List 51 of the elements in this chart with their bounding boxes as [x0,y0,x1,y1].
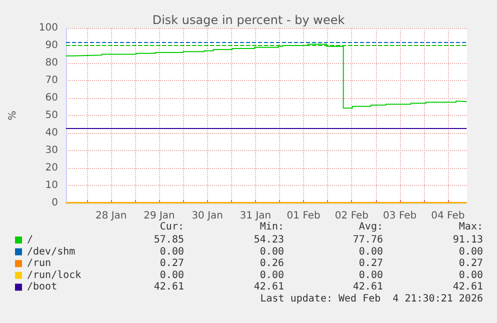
text: 42.61 [452,282,483,293]
text: 42.61 [352,282,383,293]
text: 91.13 [452,234,483,246]
y-tick-label: 60 [45,92,58,104]
x-tick-label: 02 Feb [334,210,369,222]
text: 57.85 [154,234,184,246]
x-tick-label: 03 Feb [383,210,417,222]
text: Last update: Wed Feb 4 21:30:21 2026 [260,294,483,304]
text: 54.23 [254,234,284,246]
text: Min: [260,222,284,232]
legend-label: /boot [27,282,58,293]
x-tick-label: 31 Jan [240,210,272,222]
y-tick-label: 50 [45,110,58,121]
text: 0.26 [260,258,284,270]
x-tick-label: 01 Feb [286,210,320,222]
y-axis-title: % [8,110,18,120]
x-tick-label: 29 Jan [144,210,175,222]
text: Cur: [160,222,184,232]
text: 0.00 [358,270,383,281]
text: 0.00 [458,270,483,281]
y-tick-label: 80 [45,58,58,68]
text: 0.00 [160,270,184,281]
y-tick-label: 30 [45,145,58,156]
chart-title: Disk usage in percent - by week [152,13,345,27]
text: 0.00 [160,246,184,258]
text: 42.61 [154,282,184,293]
text: 0.00 [260,246,284,258]
legend-label: /dev/shm [27,246,76,258]
text: 0.00 [358,246,383,258]
legend-label: / [27,234,34,246]
x-tick-label: 30 Jan [192,210,224,222]
text: 0.27 [160,258,184,270]
y-tick-label: 20 [45,162,58,174]
y-tick-label: 90 [45,40,58,51]
x-tick-label: 28 Jan [95,210,127,222]
text: 0.00 [458,246,483,258]
y-tick-label: 40 [45,128,58,138]
text: 77.76 [352,234,383,246]
y-tick-label: 70 [45,75,58,86]
legend-label: /run/lock [27,270,82,281]
text: 42.61 [254,282,284,293]
y-tick-label: 100 [38,22,58,34]
text: Max: [458,222,483,232]
text: 0.27 [458,258,483,270]
x-tick-label: 04 Feb [431,210,465,222]
text: Avg: [358,222,383,232]
legend-label: /run [27,258,52,270]
text: 0.27 [358,258,383,270]
text: 0.00 [260,270,284,281]
y-tick-label: 0 [52,198,58,208]
y-tick-label: 10 [45,180,58,191]
